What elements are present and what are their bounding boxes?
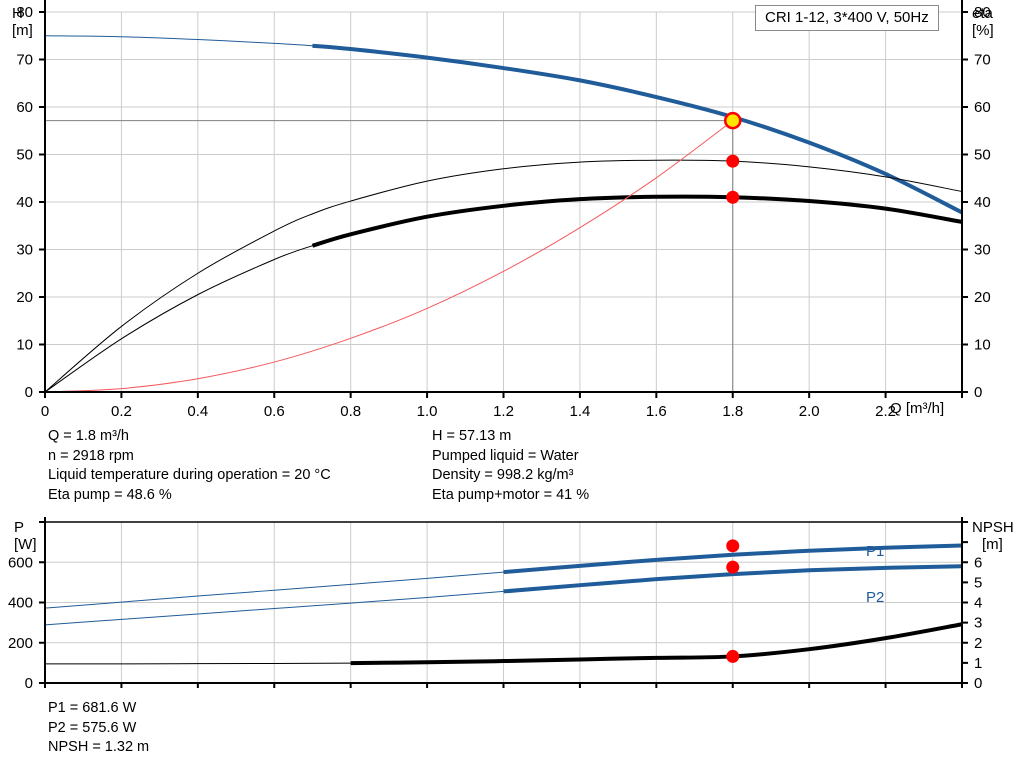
tick-label-eta-0: 0 — [974, 384, 982, 401]
p2-curve-label: P2 — [866, 589, 885, 606]
tick-label-eta-50: 50 — [974, 147, 991, 164]
tick-label-power-400: 400 — [8, 595, 33, 612]
p1-duty-point — [726, 539, 740, 553]
tick-label-head-50: 50 — [16, 147, 33, 164]
result-info-bottom: P1 = 681.6 W P2 = 575.6 W NPSH = 1.32 m — [48, 699, 149, 758]
info-flow: Q = 1.8 m³/h — [48, 428, 129, 444]
tick-label-eta-20: 20 — [974, 289, 991, 306]
tick-label-npsh-1: 1 — [974, 655, 982, 672]
tick-label-flow-5: 1.0 — [417, 403, 438, 420]
p1-curve-label: P1 — [866, 543, 885, 560]
tick-label-head-70: 70 — [16, 52, 33, 69]
npsh-axis-title-npsh: NPSH — [972, 519, 1014, 536]
head-axis-title-unit: [m] — [12, 22, 33, 39]
tick-label-eta-40: 40 — [974, 194, 991, 211]
power-axis-title: P [W] — [14, 519, 37, 553]
head-eta-chart: 0 0 10 10 20 20 30 30 40 40 50 50 60 60 70 70 80 80 0 0.2 0.… — [16, 0, 991, 420]
power-axis-title-p: P — [14, 519, 25, 536]
power-axis-title-unit: [W] — [14, 536, 37, 553]
tick-label-flow-3: 0.6 — [264, 403, 285, 420]
head-axis-title-h: H — [12, 5, 23, 22]
tick-label-head-10: 10 — [16, 337, 33, 354]
eta-axis-title-eta: eta — [972, 5, 993, 22]
tick-label-head-0: 0 — [25, 384, 33, 401]
info-density: Density = 998.2 kg/m³ — [432, 467, 574, 483]
info-pumped-liquid: Pumped liquid = Water — [432, 447, 579, 464]
power-npsh-chart: 0 200 400 600 0 1 2 3 4 5 6 — [0, 515, 1024, 695]
flow-axis-title: Q [m³/h] — [890, 400, 945, 417]
bottom-gridlines — [45, 521, 963, 683]
tick-label-eta-80: 80 — [974, 4, 991, 21]
tick-label-flow-0: 0 — [41, 403, 49, 420]
npsh-axis-title-unit: [m] — [982, 536, 1003, 553]
tick-label-flow-4: 0.8 — [340, 403, 361, 420]
tick-label-eta-70: 70 — [974, 52, 991, 69]
curve-p1-thick — [503, 543, 963, 575]
curve-2-thick — [311, 194, 963, 248]
tick-label-flow-8: 1.6 — [646, 403, 667, 420]
info-p2: P2 = 575.6 W — [48, 719, 137, 736]
bottom-axis-ticks: 0 200 400 600 0 1 2 3 4 5 6 — [8, 521, 982, 692]
eta-pump-motor-point — [726, 190, 740, 204]
tick-label-power-0: 0 — [25, 675, 33, 692]
info-eta-pump-motor: Eta pump+motor = 41 % — [432, 486, 590, 503]
eta-pump-point — [726, 154, 740, 168]
tick-label-head-40: 40 — [16, 194, 33, 211]
tick-label-power-600: 600 — [8, 554, 33, 571]
tick-label-head-80: 80 — [16, 4, 33, 21]
top-curves — [44, 35, 963, 393]
bottom-curves — [44, 543, 963, 666]
curve-p2-thick — [503, 564, 963, 594]
curve-0-thick — [312, 43, 963, 215]
tick-label-npsh-0: 0 — [974, 675, 982, 692]
curve-3-thin — [44, 120, 734, 393]
tick-label-eta-10: 10 — [974, 337, 991, 354]
npsh-duty-point — [726, 649, 740, 663]
tick-label-npsh-2: 2 — [974, 635, 982, 652]
p2-duty-point — [726, 560, 740, 574]
tick-label-eta-30: 30 — [974, 242, 991, 259]
curve-1-thin — [44, 159, 963, 393]
model-name-box: CRI 1-12, 3*400 V, 50Hz — [755, 5, 939, 31]
tick-label-head-20: 20 — [16, 289, 33, 306]
info-head: H = 57.13 m — [432, 428, 512, 444]
tick-label-flow-11: 2.2 — [875, 403, 896, 420]
tick-label-flow-9: 1.8 — [722, 403, 743, 420]
tick-label-npsh-4: 4 — [974, 595, 982, 612]
tick-label-flow-10: 2.0 — [799, 403, 820, 420]
tick-label-head-60: 60 — [16, 99, 33, 116]
tick-label-npsh-5: 5 — [974, 574, 982, 591]
curve-npsh-thick — [350, 622, 963, 666]
info-speed: n = 2918 rpm — [48, 447, 134, 464]
bottom-duty-markers — [726, 539, 740, 663]
info-p1: P1 = 681.6 W — [48, 700, 137, 716]
tick-label-head-30: 30 — [16, 242, 33, 259]
tick-label-flow-1: 0.2 — [111, 403, 132, 420]
npsh-axis-title: NPSH [m] — [972, 519, 1014, 553]
top-duty-markers — [724, 111, 742, 204]
power-npsh-chart-svg: 0 200 400 600 0 1 2 3 4 5 6 — [8, 517, 982, 692]
tick-label-npsh-6: 6 — [974, 554, 982, 571]
tick-label-flow-2: 0.4 — [187, 403, 208, 420]
duty-point — [724, 111, 742, 130]
tick-label-flow-6: 1.2 — [493, 403, 514, 420]
tick-label-eta-60: 60 — [974, 99, 991, 116]
tick-label-npsh-3: 3 — [974, 615, 982, 632]
eta-axis-title: eta [%] — [972, 5, 994, 39]
tick-label-flow-7: 1.4 — [569, 403, 590, 420]
duty-info-right: H = 57.13 m Pumped liquid = Water Densit… — [432, 427, 589, 505]
eta-axis-title-unit: [%] — [972, 22, 994, 39]
info-npsh: NPSH = 1.32 m — [48, 739, 150, 755]
info-eta-pump: Eta pump = 48.6 % — [48, 486, 172, 503]
tick-label-power-200: 200 — [8, 635, 33, 652]
head-axis-title: H [m] — [12, 5, 33, 39]
info-liquid-temperature: Liquid temperature during operation = 20… — [48, 467, 331, 483]
duty-info-left: Q = 1.8 m³/h n = 2918 rpm Liquid tempera… — [48, 427, 331, 505]
